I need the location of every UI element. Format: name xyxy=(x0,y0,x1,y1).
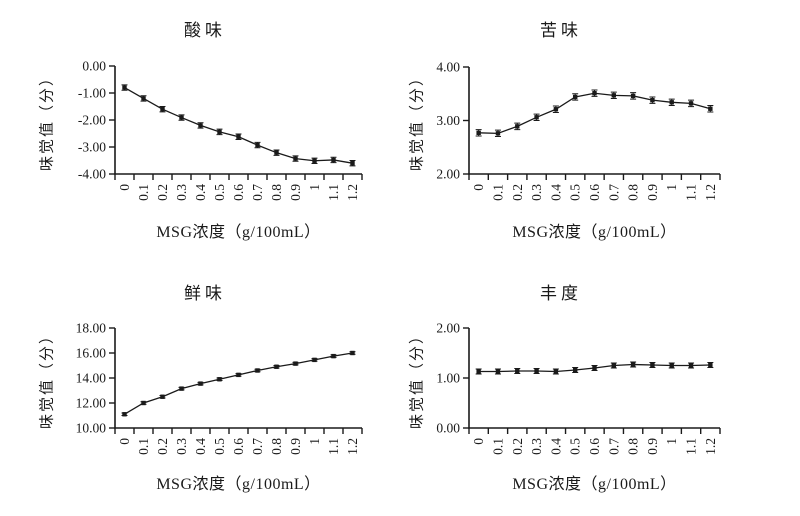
svg-text:0.2: 0.2 xyxy=(510,184,525,201)
svg-text:0.7: 0.7 xyxy=(606,184,621,201)
svg-text:1: 1 xyxy=(307,438,322,445)
svg-text:-1.00: -1.00 xyxy=(78,86,106,101)
svg-text:14.00: 14.00 xyxy=(76,371,107,386)
svg-text:0.4: 0.4 xyxy=(193,438,208,455)
richness-chart-title: 丰度 xyxy=(540,284,582,303)
bitter-x-axis-label: MSG浓度（g/100mL） xyxy=(512,224,677,241)
umami-x-axis-label: MSG浓度（g/100mL） xyxy=(156,476,321,493)
sour-x-axis-label: MSG浓度（g/100mL） xyxy=(156,224,321,241)
bitter-chart-title: 苦味 xyxy=(540,21,582,40)
svg-text:0.5: 0.5 xyxy=(212,184,227,201)
svg-text:0.2: 0.2 xyxy=(155,184,170,201)
svg-text:0.3: 0.3 xyxy=(174,184,189,201)
svg-text:1: 1 xyxy=(664,184,679,191)
svg-text:1.1: 1.1 xyxy=(326,438,341,455)
svg-text:0.8: 0.8 xyxy=(626,438,641,455)
svg-text:-2.00: -2.00 xyxy=(78,113,106,128)
svg-text:0: 0 xyxy=(117,184,132,191)
richness-x-axis-label: MSG浓度（g/100mL） xyxy=(512,476,677,493)
svg-text:-3.00: -3.00 xyxy=(78,140,106,155)
svg-text:12.00: 12.00 xyxy=(76,396,107,411)
svg-text:0.2: 0.2 xyxy=(155,438,170,455)
svg-text:0.3: 0.3 xyxy=(174,438,189,455)
svg-text:1: 1 xyxy=(307,184,322,191)
umami-plot-area: 18.00 16.00 14.00 12.00 10.00 0 0.1 0.2 0.3 0.4 0.… xyxy=(76,321,363,455)
svg-text:0.3: 0.3 xyxy=(529,438,544,455)
svg-text:1.2: 1.2 xyxy=(703,184,718,201)
svg-text:0.7: 0.7 xyxy=(606,438,621,455)
svg-text:2.00: 2.00 xyxy=(436,321,460,336)
svg-text:0.9: 0.9 xyxy=(288,438,303,455)
bitter-chart: 苦味 味觉值（分） 4.00 3.00 2.00 0 0.1 0.2 0.3 0.4 0.5 0.… xyxy=(400,0,800,258)
svg-text:1.2: 1.2 xyxy=(345,438,360,455)
svg-text:0: 0 xyxy=(471,438,486,445)
svg-text:0.9: 0.9 xyxy=(645,438,660,455)
svg-text:16.00: 16.00 xyxy=(76,346,107,361)
svg-text:0.6: 0.6 xyxy=(231,184,246,201)
svg-text:0.9: 0.9 xyxy=(288,184,303,201)
svg-text:0.8: 0.8 xyxy=(626,184,641,201)
svg-text:1.2: 1.2 xyxy=(703,438,718,455)
svg-text:0.00: 0.00 xyxy=(436,421,460,436)
sour-plot-area: 0.00 -1.00 -2.00 -3.00 -4.00 0 0.1 0.2 0.3 0.4 0.5… xyxy=(78,59,363,201)
svg-text:0.7: 0.7 xyxy=(250,184,265,201)
svg-text:2.00: 2.00 xyxy=(436,167,460,182)
sour-chart-title: 酸味 xyxy=(184,21,226,40)
svg-text:0.8: 0.8 xyxy=(269,438,284,455)
svg-text:0.3: 0.3 xyxy=(529,184,544,201)
svg-text:0.1: 0.1 xyxy=(490,438,505,455)
svg-text:0.4: 0.4 xyxy=(193,184,208,201)
svg-text:0.5: 0.5 xyxy=(212,438,227,455)
umami-chart: 鲜味 味觉值（分） 18.00 16.00 14.00 12.00 10.00 0 0.1 0… xyxy=(0,258,400,516)
svg-text:1.00: 1.00 xyxy=(436,371,460,386)
svg-text:1.2: 1.2 xyxy=(345,184,360,201)
svg-text:0.00: 0.00 xyxy=(82,59,106,74)
svg-text:0.1: 0.1 xyxy=(136,184,151,201)
svg-text:3.00: 3.00 xyxy=(436,113,460,128)
svg-text:0.1: 0.1 xyxy=(136,438,151,455)
svg-text:1: 1 xyxy=(664,438,679,445)
bitter-plot-area: 4.00 3.00 2.00 0 0.1 0.2 0.3 0.4 0.5 0.6 0.7 0.8 0.9… xyxy=(436,60,721,201)
umami-chart-title: 鲜味 xyxy=(184,284,226,303)
svg-text:0.8: 0.8 xyxy=(269,184,284,201)
svg-text:0.1: 0.1 xyxy=(490,184,505,201)
svg-text:4.00: 4.00 xyxy=(436,60,460,75)
svg-text:-4.00: -4.00 xyxy=(78,167,106,182)
svg-text:0: 0 xyxy=(117,438,132,445)
svg-text:0.6: 0.6 xyxy=(587,438,602,455)
sour-chart: 酸味 味觉值（分） 0.00 -1.00 -2.00 -3.00 -4.00 0 0.1 0.… xyxy=(0,0,400,258)
richness-chart: 丰度 味觉值（分） 2.00 1.00 0.00 0 0.1 0.2 0.3 0.4 0.5 0.… xyxy=(400,258,800,516)
svg-text:0.6: 0.6 xyxy=(587,184,602,201)
svg-text:1.1: 1.1 xyxy=(684,438,699,455)
svg-text:0.6: 0.6 xyxy=(231,438,246,455)
richness-plot-area: 2.00 1.00 0.00 0 0.1 0.2 0.3 0.4 0.5 0.6 0.7 0.8 0.9… xyxy=(436,321,721,455)
svg-text:0.7: 0.7 xyxy=(250,438,265,455)
svg-text:0: 0 xyxy=(471,184,486,191)
svg-text:0.2: 0.2 xyxy=(510,438,525,455)
svg-text:0.5: 0.5 xyxy=(568,438,583,455)
svg-text:1.1: 1.1 xyxy=(684,184,699,201)
svg-text:0.4: 0.4 xyxy=(548,438,563,455)
svg-text:0.4: 0.4 xyxy=(548,184,563,201)
svg-text:0.5: 0.5 xyxy=(568,184,583,201)
svg-text:1.1: 1.1 xyxy=(326,184,341,201)
svg-text:18.00: 18.00 xyxy=(76,321,107,336)
svg-text:10.00: 10.00 xyxy=(76,421,107,436)
svg-text:0.9: 0.9 xyxy=(645,184,660,201)
